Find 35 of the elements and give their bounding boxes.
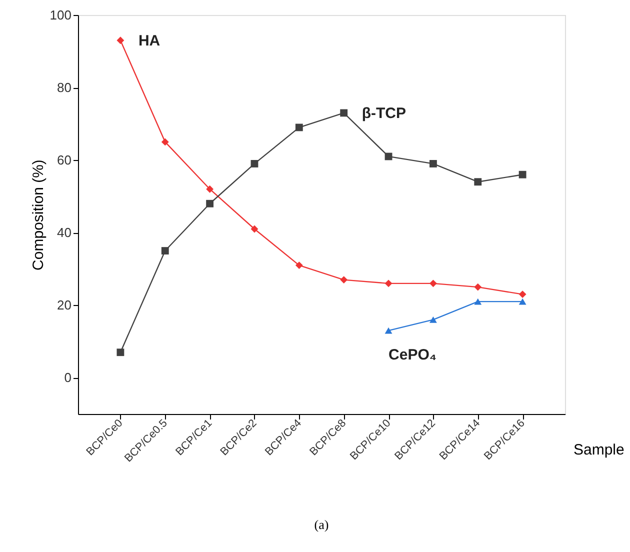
y-tick-label: 40: [57, 225, 72, 240]
point: [429, 160, 437, 168]
point: [340, 276, 348, 284]
point: [474, 283, 482, 291]
point: [518, 290, 526, 298]
series-label: HA: [138, 32, 160, 50]
y-tick-label: 0: [64, 370, 72, 386]
y-axis-title: Composition (%): [30, 160, 47, 270]
y-tick-label: 20: [57, 298, 72, 313]
point: [250, 225, 258, 233]
point: [206, 185, 214, 193]
point: [250, 160, 258, 168]
point: [206, 200, 214, 208]
y-tick-label: 100: [50, 8, 72, 22]
point: [340, 109, 348, 117]
point: [161, 247, 169, 254]
point: [116, 36, 124, 44]
series-label: β-TCP: [362, 104, 406, 122]
point: [518, 170, 526, 178]
point: [518, 298, 526, 305]
point: [295, 262, 303, 269]
point: [429, 316, 437, 323]
point: [384, 327, 392, 334]
text: (a): [314, 517, 329, 532]
point: [384, 280, 392, 288]
x-axis-title: Sample: [574, 442, 624, 458]
point: [474, 298, 482, 305]
series-label: CePO₄: [388, 346, 437, 364]
y-tick-label: 60: [57, 152, 72, 168]
point: [429, 280, 437, 288]
point: [474, 178, 482, 186]
point: [295, 124, 303, 132]
point: [161, 138, 169, 146]
y-tick-label: 80: [57, 80, 72, 96]
point: [116, 348, 124, 356]
